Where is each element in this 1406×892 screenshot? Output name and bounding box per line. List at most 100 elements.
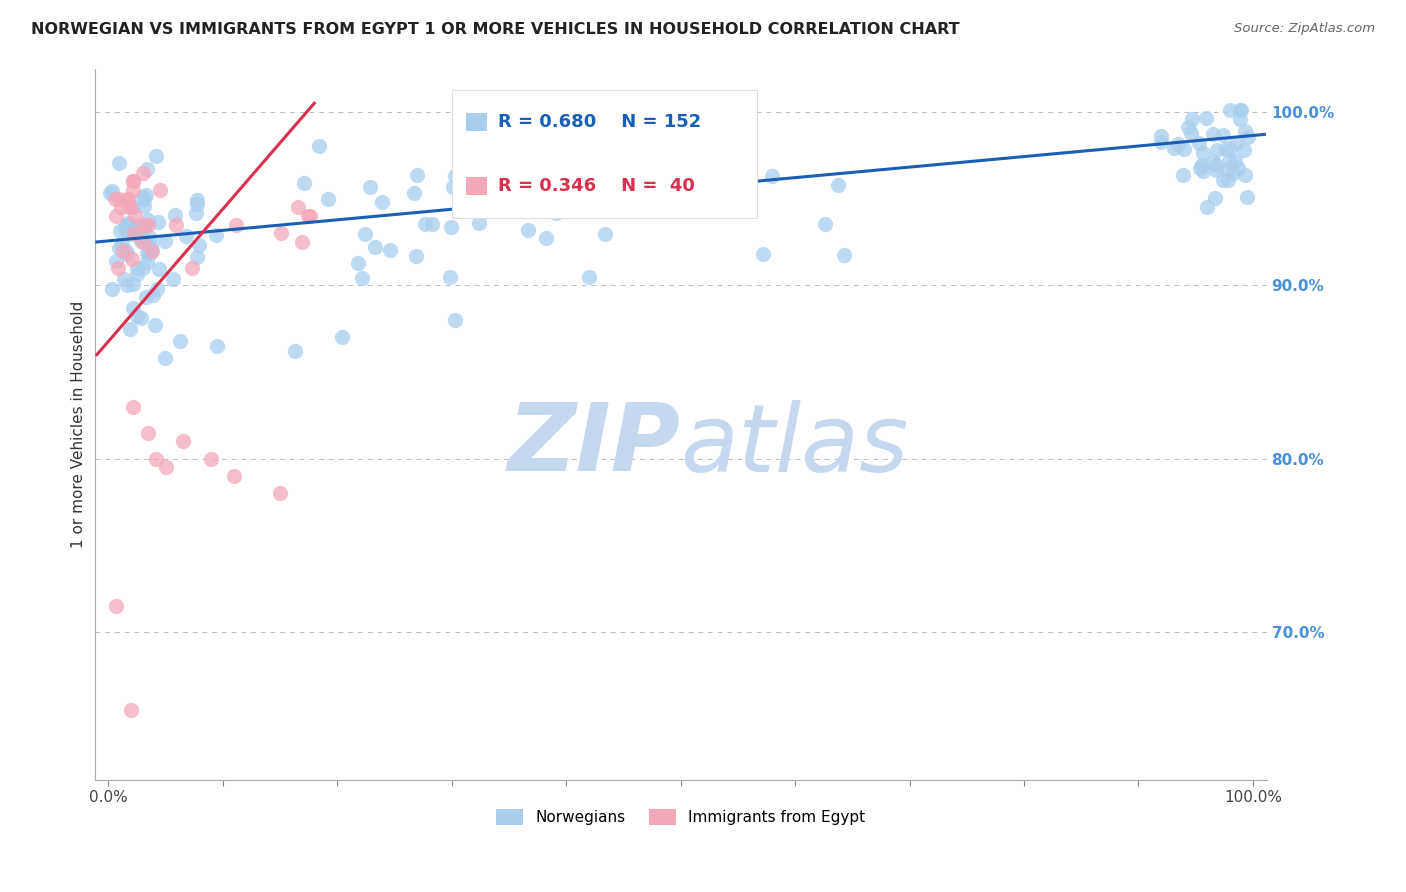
Point — [291, 235, 314, 249]
Point — [142, 288, 165, 302]
Point — [136, 218, 159, 232]
Point — [115, 244, 138, 258]
Point — [1205, 162, 1227, 177]
Y-axis label: 1 or more Vehicles in Household: 1 or more Vehicles in Household — [72, 301, 86, 548]
Text: ZIP: ZIP — [508, 400, 681, 491]
Point — [129, 235, 152, 249]
Point — [1236, 130, 1258, 145]
Point — [1150, 135, 1173, 149]
FancyBboxPatch shape — [467, 113, 486, 131]
Point — [439, 269, 461, 284]
Point — [1206, 143, 1229, 157]
Text: Source: ZipAtlas.com: Source: ZipAtlas.com — [1234, 22, 1375, 36]
Point — [153, 351, 176, 366]
Point — [120, 321, 142, 335]
Point — [112, 244, 135, 258]
Point — [1218, 154, 1240, 169]
Point — [751, 247, 773, 261]
Point — [141, 244, 163, 258]
Text: atlas: atlas — [681, 400, 908, 491]
Point — [120, 200, 142, 214]
Point — [1216, 162, 1239, 177]
Point — [1229, 112, 1251, 126]
Point — [138, 247, 160, 261]
Point — [1163, 141, 1185, 155]
Point — [101, 184, 124, 198]
Point — [832, 247, 855, 261]
Point — [814, 217, 837, 231]
Point — [145, 318, 167, 333]
Point — [1197, 200, 1219, 214]
Point — [136, 213, 159, 227]
Point — [1192, 164, 1215, 178]
Text: NORWEGIAN VS IMMIGRANTS FROM EGYPT 1 OR MORE VEHICLES IN HOUSEHOLD CORRELATION C: NORWEGIAN VS IMMIGRANTS FROM EGYPT 1 OR … — [31, 22, 959, 37]
Point — [112, 272, 135, 286]
Point — [98, 186, 121, 200]
Point — [1180, 126, 1202, 140]
Point — [135, 161, 157, 176]
Point — [136, 235, 159, 249]
Point — [136, 255, 159, 269]
Point — [186, 250, 208, 264]
Point — [354, 227, 377, 242]
Point — [1218, 173, 1240, 187]
Point — [681, 163, 703, 178]
Point — [1212, 173, 1234, 187]
Point — [132, 221, 155, 235]
Point — [443, 169, 465, 183]
Point — [181, 260, 204, 275]
Point — [444, 313, 467, 327]
Point — [120, 703, 142, 717]
Point — [186, 193, 208, 207]
Point — [124, 227, 146, 241]
Point — [148, 261, 170, 276]
Point — [1233, 168, 1256, 182]
Point — [135, 188, 157, 202]
Point — [578, 269, 600, 284]
Point — [135, 245, 157, 260]
Point — [1191, 158, 1213, 172]
Point — [316, 192, 339, 206]
Point — [115, 246, 138, 260]
Point — [440, 220, 463, 235]
Point — [115, 225, 138, 239]
Point — [652, 174, 675, 188]
Point — [101, 282, 124, 296]
Point — [132, 165, 155, 179]
Point — [107, 260, 129, 275]
Point — [139, 230, 162, 244]
Point — [149, 183, 172, 197]
Point — [1212, 128, 1234, 143]
Point — [404, 186, 426, 200]
Point — [516, 223, 538, 237]
Point — [205, 227, 228, 242]
Point — [1188, 136, 1211, 150]
Point — [287, 200, 309, 214]
Point — [1181, 112, 1204, 126]
Point — [330, 330, 353, 344]
Point — [107, 241, 129, 255]
Point — [132, 190, 155, 204]
Point — [1205, 158, 1227, 172]
Point — [108, 224, 131, 238]
Point — [347, 256, 370, 270]
Point — [284, 344, 307, 359]
Point — [1226, 161, 1249, 176]
Point — [1173, 168, 1195, 182]
Point — [122, 183, 145, 197]
Point — [581, 203, 603, 218]
Point — [115, 192, 138, 206]
Point — [111, 238, 134, 252]
Point — [165, 208, 187, 222]
Point — [103, 192, 125, 206]
Point — [118, 218, 141, 232]
Point — [117, 192, 139, 206]
Point — [122, 174, 145, 188]
Point — [1229, 103, 1251, 117]
Point — [121, 252, 143, 267]
Point — [644, 178, 666, 192]
Point — [108, 155, 131, 169]
Point — [141, 245, 163, 260]
Point — [1233, 124, 1256, 138]
Point — [1236, 190, 1258, 204]
